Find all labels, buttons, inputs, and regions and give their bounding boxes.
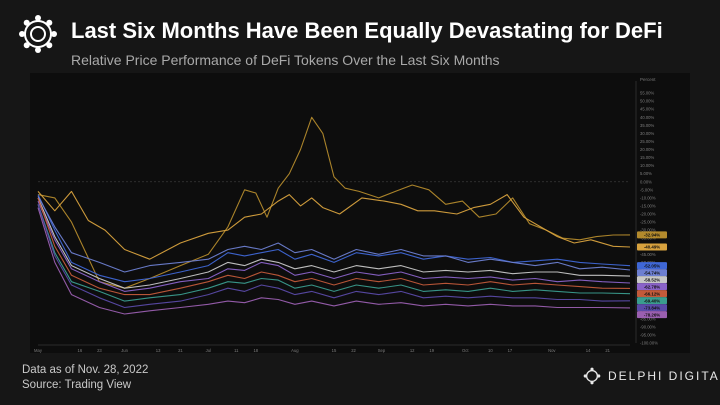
x-tick-label: 14: [586, 348, 591, 353]
series-line-3: [37, 194, 631, 283]
end-value-label-10: -78.26%: [644, 312, 660, 317]
end-value-label-9: -73.84%: [644, 305, 660, 310]
y-tick-label: -15.00%: [640, 203, 656, 208]
series-line-1: [37, 116, 631, 289]
x-tick-label: 16: [78, 348, 83, 353]
y-tick-label: 30.00%: [640, 131, 654, 136]
y-tick-label: 20.00%: [640, 147, 654, 152]
end-value-badge-1: [637, 231, 667, 239]
page-title: Last Six Months Have Been Equally Devast…: [71, 18, 663, 43]
y-tick-label: 15.00%: [640, 155, 654, 160]
end-value-label-8: -69.40%: [644, 298, 660, 303]
delphi-logo-icon: [19, 15, 57, 53]
y-tick-label: -25.00%: [640, 220, 656, 225]
y-tick-label: 25.00%: [640, 139, 654, 144]
end-value-label-6: -62.78%: [644, 284, 660, 289]
end-value-badge-10: [637, 311, 667, 319]
end-value-label-1: -32.94%: [644, 232, 660, 237]
end-value-label-5: -58.52%: [644, 277, 660, 282]
end-value-badge-2: [637, 243, 667, 251]
series-line-10: [37, 207, 631, 315]
y-tick-label: -5.00%: [640, 187, 654, 192]
end-value-badge-3: [637, 262, 667, 270]
x-tick-label: 10: [488, 348, 493, 353]
delphi-brand-icon: [583, 367, 601, 385]
series-line-9: [37, 204, 631, 309]
header: Last Six Months Have Been Equally Devast…: [18, 14, 708, 74]
data-as-of-text: Data as of Nov. 28, 2022: [22, 364, 149, 376]
x-tick-label: Oct: [462, 348, 469, 353]
y-tick-label: -10.00%: [640, 195, 656, 200]
x-tick-label: 13: [156, 348, 161, 353]
line-chart: Percent 55.00% 50.00% 45.00% 40.00% 35.00% 30.…: [34, 77, 667, 353]
end-value-badge-7: [637, 290, 667, 298]
chart-panel: Percent 55.00% 50.00% 45.00% 40.00% 35.00% 30.…: [30, 73, 690, 353]
x-tick-label: 17: [508, 348, 513, 353]
footer-note: Data as of Nov. 28, 2022 Source: Trading…: [22, 363, 148, 393]
y-tick-label: -95.00%: [640, 332, 656, 337]
end-value-badge-8: [637, 297, 667, 305]
y-tick-label: -30.00%: [640, 228, 656, 233]
end-value-label-4: -54.74%: [644, 270, 660, 275]
x-tick-label: Jun: [121, 348, 128, 353]
y-tick-label: -20.00%: [640, 212, 656, 217]
x-tick-label: 21: [178, 348, 183, 353]
y-tick-label: 50.00%: [640, 99, 654, 104]
x-tick-label: 11: [234, 348, 239, 353]
series-line-8: [37, 204, 631, 302]
y-tick-label: 0.00%: [640, 179, 652, 184]
end-value-label-7: -66.12%: [644, 291, 660, 296]
y-tick-label: -85.00%: [640, 316, 656, 321]
end-value-label-3: -52.05%: [644, 263, 660, 268]
end-value-label-2: -40.49%: [644, 245, 660, 250]
end-value-badge-5: [637, 276, 667, 284]
series-line-6: [37, 200, 631, 292]
y-tick-label: 40.00%: [640, 115, 654, 120]
y-tick-label: -100.00%: [640, 341, 658, 346]
page-subtitle: Relative Price Performance of DeFi Token…: [71, 52, 500, 68]
series-line-7: [37, 197, 631, 296]
x-tick-label: 12: [410, 348, 415, 353]
y-tick-label: 10.00%: [640, 163, 654, 168]
x-tick-label: Aug: [291, 348, 299, 353]
y-tick-label: 5.00%: [640, 171, 652, 176]
x-tick-label: Jul: [206, 348, 211, 353]
x-tick-label: 21: [605, 348, 610, 353]
end-value-badge-9: [637, 304, 667, 312]
x-tick-label: 23: [97, 348, 102, 353]
x-tick-label: Sep: [378, 348, 386, 353]
brand-mark: DELPHI DIGITAL: [583, 366, 720, 386]
y-tick-label: -45.00%: [640, 252, 656, 257]
x-tick-label: 15: [332, 348, 337, 353]
y-tick-label: 45.00%: [640, 107, 654, 112]
series-line-4: [37, 196, 631, 273]
x-tick-label: May: [34, 348, 43, 353]
x-tick-label: 22: [351, 348, 356, 353]
source-text: Source: Trading View: [22, 379, 132, 391]
x-tick-label: Nov: [548, 348, 556, 353]
x-tick-label: 19: [429, 348, 434, 353]
series-line-5: [37, 197, 631, 289]
y-tick-label: 35.00%: [640, 123, 654, 128]
y-tick-label: -90.00%: [640, 324, 656, 329]
y-tick-label: 55.00%: [640, 91, 654, 96]
x-tick-label: 18: [253, 348, 258, 353]
brand-name: DELPHI DIGITAL: [608, 369, 720, 383]
end-value-badge-6: [637, 283, 667, 291]
y-axis-title: Percent: [640, 77, 656, 82]
series-line-2: [37, 190, 631, 260]
end-value-badge-4: [637, 269, 667, 277]
